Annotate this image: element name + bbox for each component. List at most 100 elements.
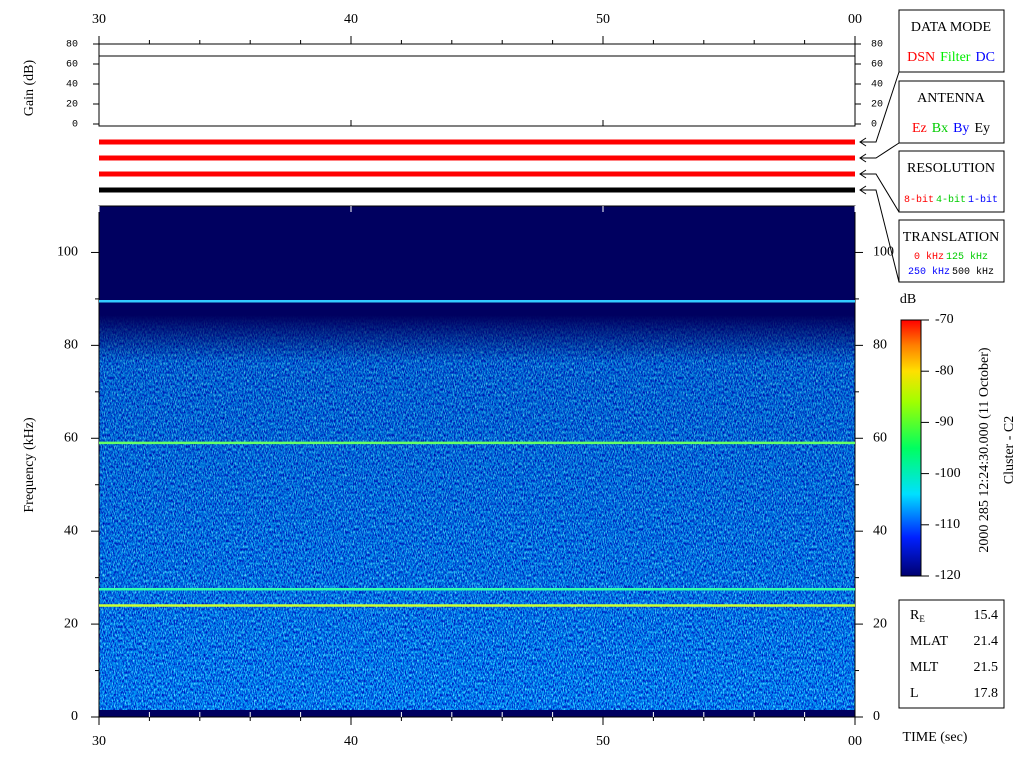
gain-tick-label: 80: [871, 40, 883, 51]
orbit-label-text: L: [910, 686, 919, 701]
status-bar: [99, 155, 855, 161]
orbit-value: 21.4: [974, 634, 999, 649]
y-tick-label: 80: [64, 338, 78, 353]
legend-item: 125 kHz: [946, 251, 988, 263]
arrow-head: [859, 137, 867, 147]
colorbar-label: dB: [900, 292, 916, 307]
gain-tick-label: 0: [72, 120, 78, 131]
legend-items: 250 kHz 500 kHz: [908, 266, 994, 278]
orbit-label: RE: [910, 608, 925, 624]
y-tick-label: 40: [64, 523, 78, 538]
legend-box: [898, 80, 1005, 144]
gain-frame: [98, 43, 856, 127]
orbit-box: [898, 599, 1005, 709]
x-tick-label: 00: [848, 734, 862, 749]
orbit-label-text: MLT: [910, 660, 939, 675]
legend-item: 1-bit: [968, 194, 998, 206]
x-tick-label: 00: [848, 12, 862, 27]
gain-tick-label: 60: [66, 60, 78, 71]
x-tick-label: 30: [92, 734, 106, 749]
legend-items: DSN Filter DC: [907, 50, 995, 65]
legend-item: 4-bit: [936, 194, 966, 206]
y-tick-label: 20: [873, 616, 887, 631]
colorbar: [900, 319, 922, 577]
colorbar-tick-label: -70: [935, 312, 954, 327]
event-time: 2000 285 12:24:30.000 (11 October): [977, 347, 992, 553]
arrow-head: [859, 153, 867, 163]
connector: [860, 142, 900, 159]
legend-items: 8-bit 4-bit 1-bit: [904, 194, 998, 206]
spectrogram-image: [99, 315, 855, 710]
time-axis-label: TIME (sec): [903, 730, 968, 745]
legend-box: [898, 219, 1005, 283]
y-tick-label: 80: [873, 338, 887, 353]
y-tick-label: 100: [873, 245, 894, 260]
orbit-label-text: R: [910, 608, 920, 623]
gain-tick-label: 60: [871, 60, 883, 71]
gain-tick-label: 40: [66, 80, 78, 91]
frequency-axis-label: Frequency (kHz): [22, 417, 37, 513]
legend-item: DC: [975, 50, 994, 65]
legend-item: 250 kHz: [908, 266, 950, 278]
orbit-label-text: MLAT: [910, 634, 949, 649]
x-tick-label: 40: [344, 734, 358, 749]
colorbar-tick-label: -100: [935, 466, 961, 481]
x-tick-label: 30: [92, 12, 106, 27]
status-bar: [99, 187, 855, 193]
connector: [860, 189, 900, 283]
colorbar-tick-label: -110: [935, 517, 960, 532]
gain-tick-label: 20: [66, 100, 78, 111]
x-tick-label: 50: [596, 734, 610, 749]
orbit-value: 21.5: [974, 660, 999, 675]
arrow-head: [859, 185, 867, 195]
y-tick-label: 40: [873, 523, 887, 538]
gain-tick-label: 80: [66, 40, 78, 51]
legend-item: Filter: [940, 50, 971, 65]
y-tick-label: 0: [873, 709, 880, 724]
orbit-value: 17.8: [974, 686, 999, 701]
gain-tick-label: 40: [871, 80, 883, 91]
legend-title: DATA MODE: [911, 20, 991, 35]
status-bar: [99, 139, 855, 145]
x-tick-label: 40: [344, 12, 358, 27]
legend-item: DSN: [907, 50, 935, 65]
orbit-label: MLAT: [910, 634, 949, 649]
legend-item: Ey: [974, 121, 990, 136]
y-tick-label: 0: [71, 709, 78, 724]
legend-items: 0 kHz 125 kHz: [914, 251, 988, 263]
colorbar-tick-label: -80: [935, 363, 954, 378]
legend-box: [898, 9, 1005, 73]
legend-item: Ez: [912, 121, 927, 136]
legend-item: By: [953, 121, 969, 136]
legend-item: 8-bit: [904, 194, 934, 206]
legend-title: TRANSLATION: [903, 230, 999, 245]
connector: [860, 173, 900, 213]
y-tick-label: 20: [64, 616, 78, 631]
connector: [860, 71, 900, 143]
spacecraft: Cluster - C2: [1002, 416, 1017, 484]
legend-item: Bx: [932, 121, 948, 136]
arrow-head: [859, 169, 867, 179]
legend-title: ANTENNA: [917, 91, 986, 106]
legend-item: 500 kHz: [952, 266, 994, 278]
y-tick-label: 60: [873, 430, 887, 445]
y-tick-label: 60: [64, 430, 78, 445]
legend-box: [898, 150, 1005, 213]
orbit-label-sub: E: [919, 614, 925, 624]
legend-items: Ez Bx By Ey: [912, 121, 990, 136]
colorbar-tick-label: -120: [935, 568, 961, 583]
colorbar-tick-label: -90: [935, 415, 954, 430]
legend-item: 0 kHz: [914, 251, 944, 263]
y-tick-label: 100: [57, 245, 78, 260]
gain-axis-label: Gain (dB): [22, 59, 37, 116]
gain-tick-label: 20: [871, 100, 883, 111]
legend-title: RESOLUTION: [907, 161, 995, 176]
gain-tick-label: 0: [871, 120, 877, 131]
orbit-label: L: [910, 686, 919, 701]
x-tick-label: 50: [596, 12, 610, 27]
orbit-label: MLT: [910, 660, 939, 675]
orbit-value: 15.4: [974, 608, 999, 623]
status-bar: [99, 171, 855, 177]
spectrogram-frame: [98, 205, 856, 718]
